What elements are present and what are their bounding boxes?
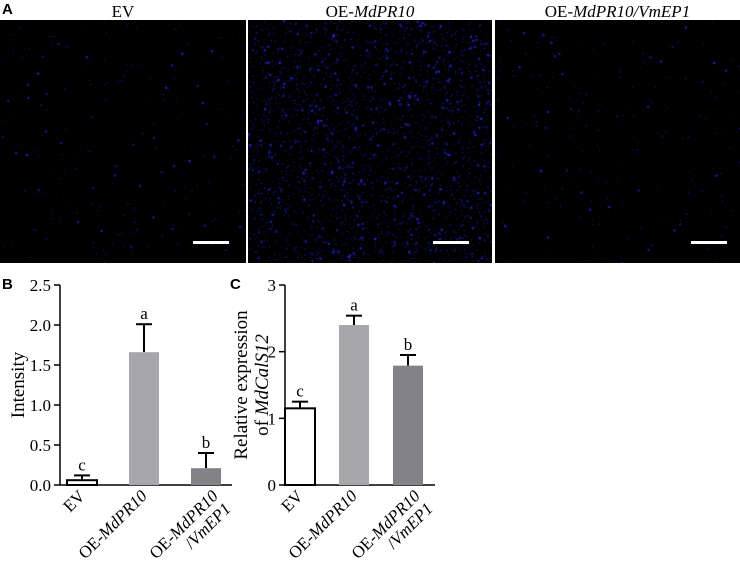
scale-bar [691,241,727,244]
category-label-line: EV [59,486,89,516]
y-tick-label: 2.5 [30,276,51,295]
significance-letter: a [140,304,148,323]
bar [393,365,423,485]
micrograph-oe-mdpr10-vmep1 [495,20,740,263]
significance-letter: a [350,296,358,315]
significance-letter: b [202,433,211,452]
micrograph-title-ev: EV [111,2,135,21]
category-label-line: EV [277,486,307,516]
y-tick-label: 3 [268,276,277,295]
bar [339,325,369,485]
intensity-bar-chart: 0.00.51.01.52.02.5cEVaOE-MdPR10bOE-MdPR1… [8,276,235,566]
panel-label-b: B [2,276,13,293]
micrograph-title-oe-mdpr10-vmep1: OE-MdPR10/VmEP1 [544,2,691,21]
y-axis-label-line2: of MdCalS12 [252,334,273,436]
y-tick-label: 1.0 [30,396,51,415]
bar [66,479,98,486]
category-label: EV [59,486,89,516]
y-tick-label: 1 [268,409,277,428]
significance-letter: c [296,382,304,401]
scale-bar [193,241,229,244]
bar [284,407,316,486]
y-tick-label: 0 [268,476,277,495]
y-axis-label-line1: Relative expression [231,310,252,460]
category-label: OE-MdPR10/VmEP1 [348,486,437,566]
category-label: EV [277,486,307,516]
scale-bar [433,241,469,244]
panel-label-c: C [230,276,241,293]
category-label: OE-MdPR10/VmEP1 [146,486,235,566]
y-tick-label: 2 [268,343,277,362]
bar [191,468,221,485]
micrograph-ev [0,20,246,263]
y-tick-label: 2.0 [30,316,51,335]
significance-letter: c [78,455,86,474]
y-tick-label: 1.5 [30,356,51,375]
y-axis-label: Intensity [8,351,29,418]
mdcals12-expression-bar-chart: 0123cEVaOE-MdPR10bOE-MdPR10/VmEP1Relativ… [231,276,437,566]
y-tick-label: 0.5 [30,436,51,455]
y-tick-label: 0.0 [30,476,51,495]
micrograph-oe-mdpr10 [248,20,492,263]
bar [129,352,159,485]
significance-letter: b [404,335,413,354]
fluorescence-image [248,20,492,263]
fluorescence-image [495,20,740,263]
panel-label-a: A [2,1,13,18]
fluorescence-image [0,20,246,263]
micrograph-title-oe-mdpr10: OE-MdPR10 [325,2,415,21]
